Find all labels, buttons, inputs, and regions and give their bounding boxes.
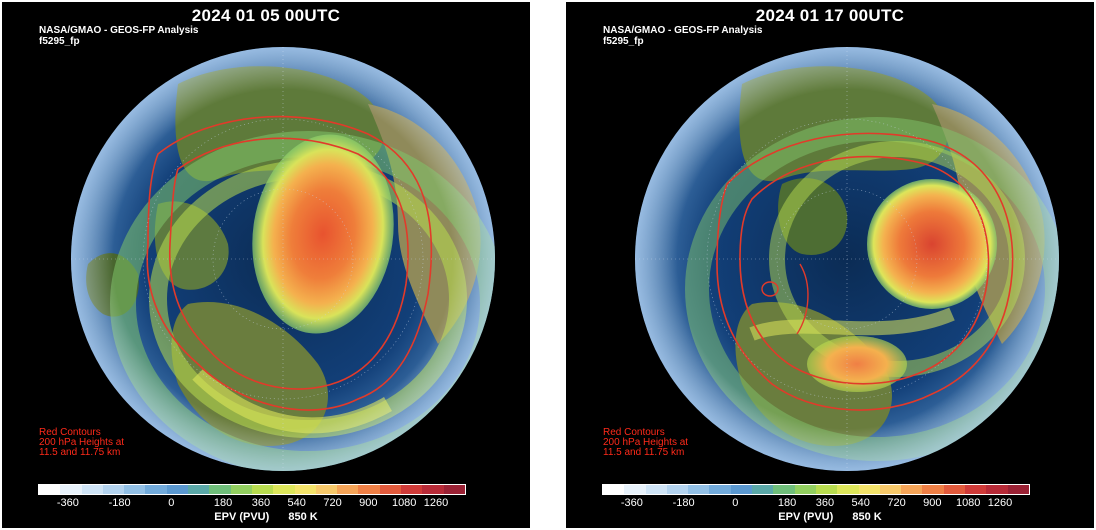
colorbar-swatch [965, 485, 987, 494]
colorbar-tick-label: 180 [213, 497, 233, 509]
subtitle-line-1: NASA/GMAO - GEOS-FP Analysis [603, 25, 763, 36]
colorbar [38, 484, 466, 495]
note-line: 200 hPa Heights at [39, 437, 125, 448]
colorbar-tick-label: 360 [815, 497, 835, 509]
colorbar-swatch [60, 485, 82, 494]
colorbar-tick-label: 540 [287, 497, 306, 509]
colorbar-swatch [922, 485, 944, 494]
colorbar-swatch [1007, 485, 1029, 494]
colorbar [602, 484, 1030, 495]
note-line: 11.5 and 11.75 km [603, 447, 685, 458]
colorbar-swatch [315, 485, 338, 494]
colorbar-tick-label: -360 [56, 497, 79, 509]
colorbar-swatch [294, 485, 316, 494]
contour-legend-note: Red Contours 200 hPa Heights at 11.5 and… [39, 428, 124, 458]
note-line: Red Contours [39, 427, 101, 438]
colorbar-swatch [102, 485, 125, 494]
colorbar-variable: EPV (PVU) [214, 511, 270, 523]
colorbar-tick-label: 720 [323, 497, 342, 509]
colorbar-swatch [752, 485, 774, 494]
colorbar-swatch [986, 485, 1008, 494]
colorbar-tick-label: -360 [620, 497, 643, 509]
contour-legend-note: Red Contours 200 hPa Heights at 11.5 and… [603, 428, 688, 458]
colorbar-swatch [401, 485, 423, 494]
colorbar-tick-label: 1260 [987, 497, 1013, 509]
colorbar-swatch [443, 485, 465, 494]
colorbar-swatch [645, 485, 667, 494]
colorbar-swatch [688, 485, 710, 494]
colorbar-swatch [358, 485, 380, 494]
colorbar-ticks: -360 -180 0 180 360 540 720 900 1080 1260 [602, 497, 1030, 509]
subtitle-line-2: f5295_fp [603, 36, 644, 47]
colorbar-tick-label: 0 [168, 497, 175, 509]
panel-subtitle: NASA/GMAO - GEOS-FP Analysis f5295_fp [603, 25, 762, 47]
colorbar-tick-label: -180 [672, 497, 695, 509]
polar-globe-map [71, 47, 495, 471]
colorbar-tick-label: 900 [923, 497, 942, 509]
colorbar-swatch [39, 485, 61, 494]
globe-rim [71, 47, 495, 471]
colorbar-ticks: -360 -180 0 180 360 540 720 900 1080 1260 [38, 497, 466, 509]
colorbar-tick-label: 360 [251, 497, 271, 509]
note-line: Red Contours [603, 427, 665, 438]
note-line: 200 hPa Heights at [603, 437, 689, 448]
colorbar-swatch [624, 485, 646, 494]
colorbar-swatch [379, 485, 402, 494]
colorbar-swatch [901, 485, 923, 494]
colorbar-tick-label: 1080 [391, 497, 417, 509]
colorbar-swatch [730, 485, 753, 494]
colorbar-tick-label: -180 [108, 497, 131, 509]
colorbar-swatch [188, 485, 210, 494]
colorbar-tick-label: 1080 [955, 497, 981, 509]
colorbar-tick-label: 540 [851, 497, 870, 509]
subtitle-line-2: f5295_fp [39, 36, 80, 47]
colorbar-tick-label: 720 [887, 497, 906, 509]
globe-rim [635, 47, 1059, 471]
colorbar-swatch [879, 485, 902, 494]
colorbar-swatch [422, 485, 444, 494]
colorbar-level: 850 K [288, 511, 318, 523]
colorbar-swatch [230, 485, 252, 494]
colorbar-tick-label: 1260 [423, 497, 449, 509]
colorbar-swatch [273, 485, 295, 494]
map-panel-left: 2024 01 05 00UTC NASA/GMAO - GEOS-FP Ana… [2, 2, 530, 528]
colorbar-swatch [943, 485, 966, 494]
colorbar-swatch [794, 485, 816, 494]
colorbar-label: EPV (PVU) 850 K [566, 511, 1094, 523]
colorbar-label: EPV (PVU) 850 K [2, 511, 530, 523]
colorbar-swatch [145, 485, 167, 494]
panel-subtitle: NASA/GMAO - GEOS-FP Analysis f5295_fp [39, 25, 198, 47]
colorbar-swatch [858, 485, 880, 494]
panel-title: 2024 01 17 00UTC [755, 6, 905, 25]
colorbar-swatch [124, 485, 146, 494]
colorbar-swatch [251, 485, 274, 494]
colorbar-tick-label: 180 [777, 497, 797, 509]
colorbar-swatch [166, 485, 189, 494]
polar-globe-map [635, 47, 1059, 471]
colorbar-swatch [209, 485, 231, 494]
colorbar-level: 850 K [852, 511, 882, 523]
colorbar-swatch [815, 485, 838, 494]
note-line: 11.5 and 11.75 km [39, 447, 121, 458]
colorbar-swatch [837, 485, 859, 494]
colorbar-swatch [603, 485, 625, 494]
colorbar-swatch [709, 485, 731, 494]
colorbar-tick-label: 900 [359, 497, 378, 509]
colorbar-swatch [773, 485, 795, 494]
subtitle-line-1: NASA/GMAO - GEOS-FP Analysis [39, 25, 199, 36]
colorbar-swatch [81, 485, 103, 494]
colorbar-variable: EPV (PVU) [778, 511, 834, 523]
colorbar-swatch [666, 485, 689, 494]
map-panel-right: 2024 01 17 00UTC NASA/GMAO - GEOS-FP Ana… [566, 2, 1094, 528]
panel-title: 2024 01 05 00UTC [191, 6, 341, 25]
colorbar-swatch [337, 485, 359, 494]
colorbar-tick-label: 0 [732, 497, 739, 509]
